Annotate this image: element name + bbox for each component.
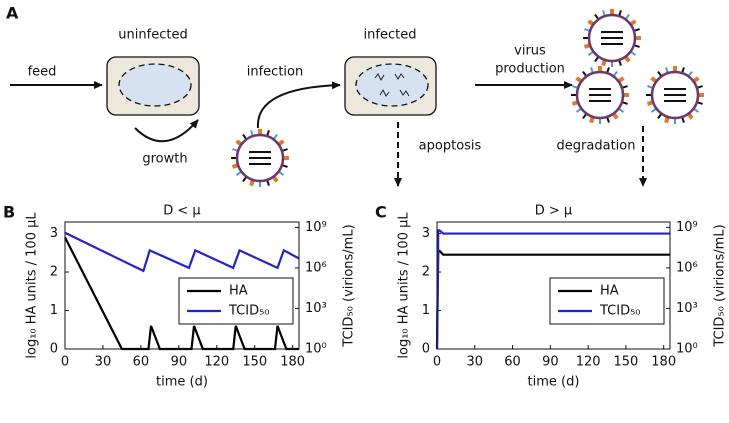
arrow-label: degradation xyxy=(557,139,636,154)
panel-label: B xyxy=(3,203,15,222)
y-axis-label: log₁₀ HA units / 100 μL xyxy=(25,212,40,359)
x-tick-label: 0 xyxy=(61,355,69,370)
arrow-label: infection xyxy=(247,65,303,80)
x-tick-label: 90 xyxy=(171,355,188,370)
x-tick-label: 180 xyxy=(280,355,305,370)
y-tick-label: 1 xyxy=(50,303,58,318)
legend xyxy=(178,277,294,325)
y-tick-label: 2 xyxy=(422,265,430,280)
y2-tick-label: 10³ xyxy=(676,301,698,316)
legend-label: HA xyxy=(229,284,248,299)
x-tick-label: 120 xyxy=(576,355,601,370)
y-tick-label: 1 xyxy=(422,303,430,318)
y2-tick-label: 10⁰ xyxy=(305,342,327,357)
legend xyxy=(549,277,665,325)
x-axis-label: time (d) xyxy=(528,375,580,390)
legend-label: TCID₅₀ xyxy=(599,304,641,319)
plot-frame xyxy=(64,221,300,350)
arrow xyxy=(256,81,341,129)
x-tick-label: 180 xyxy=(651,355,676,370)
rna xyxy=(374,73,410,97)
x-tick-label: 30 xyxy=(95,355,112,370)
y-tick-label: 0 xyxy=(422,342,430,357)
nucleus xyxy=(118,63,192,107)
x-tick-label: 30 xyxy=(467,355,484,370)
x-tick-label: 60 xyxy=(133,355,150,370)
diagram: A uninfected infected feed infection gro… xyxy=(6,4,704,187)
y2-axis-label: TCID₅₀ (virions/mL) xyxy=(713,224,728,347)
y2-tick-label: 10⁶ xyxy=(676,260,698,275)
y2-axis-label: TCID₅₀ (virions/mL) xyxy=(342,224,357,347)
x-tick-label: 0 xyxy=(433,355,441,370)
y2-tick-label: 10⁹ xyxy=(305,220,327,235)
y-tick-label: 3 xyxy=(422,226,430,241)
y-axis-label: log₁₀ HA units / 100 μL xyxy=(397,212,412,359)
y-tick-label: 2 xyxy=(50,265,58,280)
cell-label: uninfected xyxy=(118,28,187,43)
x-tick-label: 60 xyxy=(504,355,521,370)
y2-tick-label: 10⁰ xyxy=(676,342,698,357)
panel-label: C xyxy=(375,203,387,222)
x-tick-label: 150 xyxy=(242,355,267,370)
data-line xyxy=(435,229,670,350)
arrow-label: virus xyxy=(514,44,546,59)
x-axis-label: time (d) xyxy=(156,375,208,390)
arrow-label: growth xyxy=(142,152,187,167)
chart-title: D < μ xyxy=(163,204,200,219)
x-tick-label: 150 xyxy=(614,355,639,370)
x-tick-label: 90 xyxy=(542,355,559,370)
arrow-label: feed xyxy=(28,65,57,80)
cell-label: infected xyxy=(364,28,417,43)
x-tick-label: 120 xyxy=(204,355,229,370)
panel-label: A xyxy=(6,4,19,23)
arrow xyxy=(134,119,199,143)
y2-tick-label: 10⁶ xyxy=(305,260,327,275)
chart-title: D > μ xyxy=(535,204,572,219)
y-tick-label: 0 xyxy=(50,342,58,357)
y2-tick-label: 10⁹ xyxy=(676,220,698,235)
plot-frame xyxy=(436,221,671,350)
legend-label: TCID₅₀ xyxy=(228,304,270,319)
legend-label: HA xyxy=(600,284,619,299)
arrow-label: production xyxy=(495,62,565,77)
data-line xyxy=(64,231,300,273)
y2-tick-label: 10³ xyxy=(305,301,327,316)
arrow-label: apoptosis xyxy=(419,139,482,154)
y-tick-label: 3 xyxy=(50,226,58,241)
nucleus xyxy=(355,63,429,107)
viruses xyxy=(231,9,704,187)
